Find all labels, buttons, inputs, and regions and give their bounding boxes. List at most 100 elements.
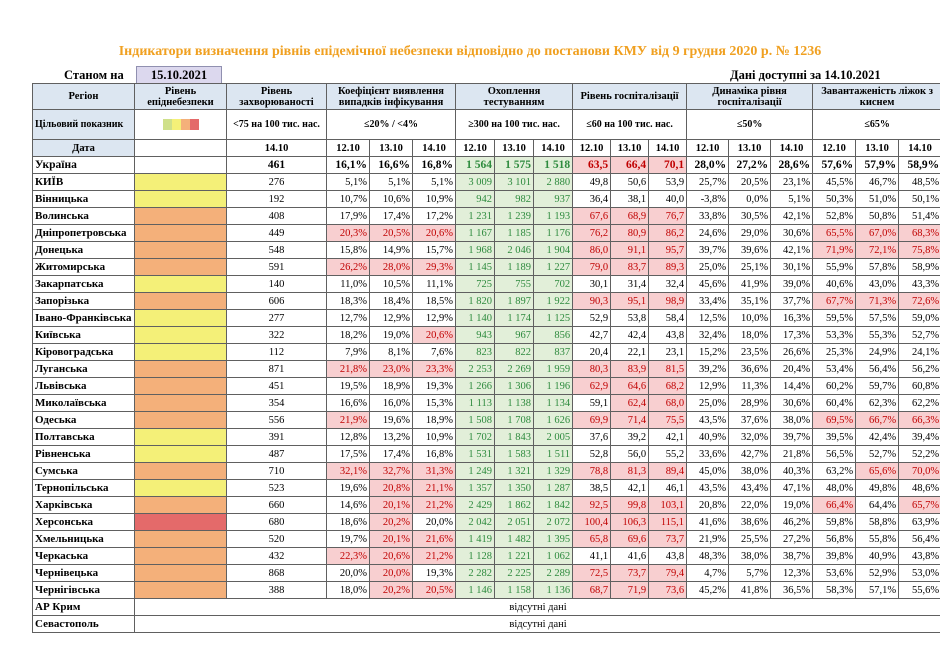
level-cell bbox=[134, 377, 227, 395]
hosp-cell: 64,6 bbox=[610, 377, 650, 395]
testing-cell: 1 904 bbox=[533, 241, 574, 259]
hosp-cell: 50,6 bbox=[610, 173, 650, 191]
incidence-cell: 192 bbox=[226, 190, 327, 208]
beds-cell: 48,6% bbox=[898, 479, 940, 497]
testing-cell: 1 062 bbox=[533, 547, 574, 565]
testing-cell: 1 227 bbox=[533, 258, 574, 276]
beds-cell: 48,0% bbox=[812, 479, 857, 497]
coef-cell: 20,6% bbox=[411, 224, 457, 242]
incidence-cell: 432 bbox=[226, 547, 327, 565]
coef-cell: 21,8% bbox=[326, 360, 370, 378]
table-row: Житомирська 591 26,2% 28,0% 29,3% 1 145 1 189 1… bbox=[32, 258, 940, 276]
date-header: 13.10 bbox=[369, 139, 413, 157]
dyn-cell: 38,0% bbox=[728, 462, 772, 480]
target-level-swatches bbox=[134, 109, 227, 140]
beds-cell: 43,0% bbox=[855, 275, 900, 293]
incidence-cell: 680 bbox=[226, 513, 327, 531]
beds-cell: 24,9% bbox=[855, 343, 900, 361]
beds-cell: 53,0% bbox=[898, 564, 940, 582]
beds-cell: 43,3% bbox=[898, 275, 940, 293]
level-cell bbox=[134, 411, 227, 429]
hosp-cell: 41,6 bbox=[610, 547, 650, 565]
testing-cell: 1 564 bbox=[455, 156, 496, 174]
dyn-cell: 30,6% bbox=[770, 224, 814, 242]
hosp-cell: 42,1 bbox=[610, 479, 650, 497]
hosp-cell: 71,9 bbox=[610, 581, 650, 599]
level-cell bbox=[134, 360, 227, 378]
hosp-cell: 89,4 bbox=[648, 462, 688, 480]
data-available-label: Дані доступні за 14.10.2021 bbox=[730, 68, 881, 82]
hosp-cell: 68,2 bbox=[648, 377, 688, 395]
dyn-cell: 45,0% bbox=[686, 462, 730, 480]
dyn-cell: 30,5% bbox=[728, 207, 772, 225]
testing-cell: 856 bbox=[533, 326, 574, 344]
hosp-cell: 38,1 bbox=[610, 190, 650, 208]
coef-cell: 20,6% bbox=[411, 326, 457, 344]
beds-cell: 53,6% bbox=[812, 564, 857, 582]
missing-data-cell: відсутні дані bbox=[133, 598, 940, 616]
beds-cell: 25,3% bbox=[812, 343, 857, 361]
testing-cell: 1 508 bbox=[455, 411, 496, 429]
dyn-cell: 45,6% bbox=[686, 275, 730, 293]
coef-cell: 20,2% bbox=[369, 513, 413, 531]
dyn-cell: 28,9% bbox=[728, 394, 772, 412]
dyn-cell: 32,0% bbox=[728, 428, 772, 446]
table-row: Одеська 556 21,9% 19,6% 18,9% 1 508 1 708 1 626… bbox=[32, 411, 940, 429]
hosp-cell: 63,5 bbox=[572, 156, 612, 174]
hosp-cell: 80,9 bbox=[610, 224, 650, 242]
dyn-cell: 39,6% bbox=[728, 241, 772, 259]
testing-cell: 1 968 bbox=[455, 241, 496, 259]
hosp-cell: 55,2 bbox=[648, 445, 688, 463]
hosp-cell: 38,5 bbox=[572, 479, 612, 497]
coef-cell: 17,4% bbox=[369, 207, 413, 225]
incidence-cell: 391 bbox=[226, 428, 327, 446]
beds-cell: 59,5% bbox=[812, 309, 857, 327]
header-beds: Завантаженість ліжок з киснем bbox=[812, 83, 940, 110]
level-cell bbox=[134, 564, 227, 582]
testing-cell: 943 bbox=[455, 326, 496, 344]
coef-cell: 10,7% bbox=[326, 190, 370, 208]
region-name: Тернопільська bbox=[32, 479, 135, 497]
hosp-cell: 95,1 bbox=[610, 292, 650, 310]
coef-cell: 16,8% bbox=[411, 156, 457, 174]
coef-cell: 26,2% bbox=[326, 258, 370, 276]
beds-cell: 59,0% bbox=[898, 309, 940, 327]
coef-cell: 21,9% bbox=[326, 411, 370, 429]
level-cell bbox=[134, 292, 227, 310]
beds-cell: 52,7% bbox=[898, 326, 940, 344]
hosp-cell: 58,4 bbox=[648, 309, 688, 327]
hosp-cell: 23,1 bbox=[648, 343, 688, 361]
hosp-cell: 80,3 bbox=[572, 360, 612, 378]
header-incidence: Рівень захворюваності bbox=[226, 83, 327, 110]
dyn-cell: 21,8% bbox=[770, 445, 814, 463]
region-name: Чернівецька bbox=[32, 564, 135, 582]
coef-cell: 21,1% bbox=[411, 479, 457, 497]
hosp-cell: 71,4 bbox=[610, 411, 650, 429]
incidence-cell: 520 bbox=[226, 530, 327, 548]
dyn-cell: 41,6% bbox=[686, 513, 730, 531]
beds-cell: 50,1% bbox=[898, 190, 940, 208]
beds-cell: 63,9% bbox=[898, 513, 940, 531]
hosp-cell: 99,8 bbox=[610, 496, 650, 514]
beds-cell: 42,4% bbox=[855, 428, 900, 446]
incidence-cell: 451 bbox=[226, 377, 327, 395]
indicators-table: Регіон Рівень епіднебезпеки Рівень захво… bbox=[32, 83, 940, 633]
table-row-missing: Севастополь відсутні дані bbox=[32, 615, 940, 633]
coef-cell: 10,5% bbox=[369, 275, 413, 293]
dyn-cell: 42,7% bbox=[728, 445, 772, 463]
testing-cell: 1 231 bbox=[455, 207, 496, 225]
level-cell bbox=[134, 343, 227, 361]
hosp-cell: 66,4 bbox=[610, 156, 650, 174]
table-row: Закарпатська 140 11,0% 10,5% 11,1% 725 755 702 3… bbox=[32, 275, 940, 293]
hosp-cell: 42,7 bbox=[572, 326, 612, 344]
region-name: Волинська bbox=[32, 207, 135, 225]
dates-level-empty bbox=[134, 139, 227, 157]
coef-cell: 10,6% bbox=[369, 190, 413, 208]
coef-cell: 18,5% bbox=[411, 292, 457, 310]
coef-cell: 7,9% bbox=[326, 343, 370, 361]
table-row: Дніпропетровська 449 20,3% 20,5% 20,6% 1 167 1… bbox=[32, 224, 940, 242]
hosp-cell: 37,6 bbox=[572, 428, 612, 446]
hosp-cell: 30,1 bbox=[572, 275, 612, 293]
hosp-cell: 73,7 bbox=[610, 564, 650, 582]
testing-cell: 2 072 bbox=[533, 513, 574, 531]
